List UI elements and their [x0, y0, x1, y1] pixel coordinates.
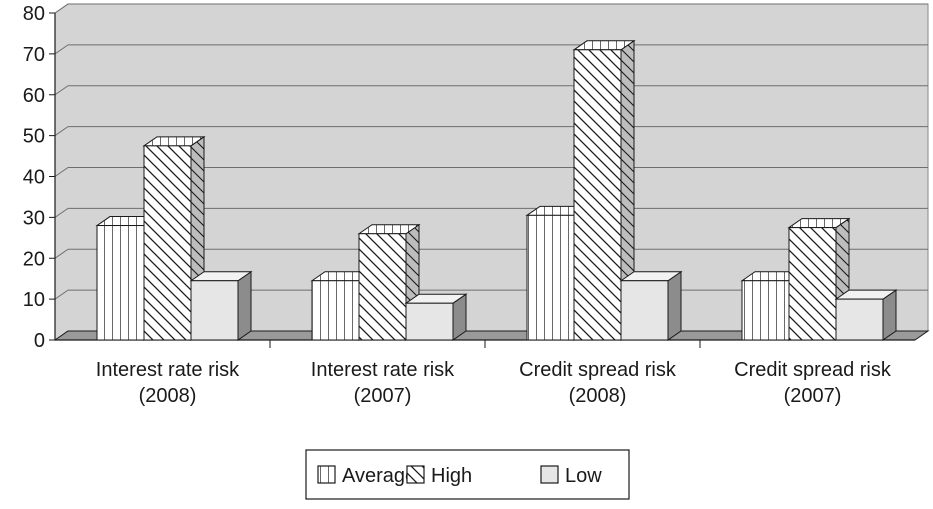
x-category-label: Credit spread risk	[734, 359, 892, 381]
legend-swatch	[540, 465, 559, 484]
legend-item: Low	[540, 465, 602, 487]
bar-side	[667, 270, 682, 341]
gridline-diag	[54, 207, 69, 218]
bar	[357, 223, 421, 341]
x-category-label: Credit spread risk	[519, 359, 677, 381]
bar-front	[358, 233, 407, 341]
legend-label: Average	[342, 465, 416, 487]
y-tick-label: 10	[23, 289, 45, 311]
y-tick-label: 80	[23, 3, 45, 25]
bar	[834, 289, 898, 341]
bar-front	[741, 280, 790, 341]
x-category-label: (2007)	[354, 385, 412, 407]
y-tick-label: 60	[23, 85, 45, 107]
x-category-label: Interest rate risk	[96, 359, 240, 381]
gridline-diag	[54, 248, 69, 259]
y-tick-label: 20	[23, 248, 45, 270]
legend: Average High Low	[305, 449, 630, 500]
bars	[95, 39, 898, 341]
gridline-diag	[54, 126, 69, 137]
bar-side	[237, 270, 252, 341]
bar	[619, 270, 683, 341]
y-tick-label: 70	[23, 44, 45, 66]
gridline-diag	[54, 289, 69, 300]
legend-box	[305, 449, 630, 500]
gridline-diag	[54, 167, 69, 177]
y-tick-label: 40	[23, 167, 45, 189]
gridline-diag	[54, 3, 69, 14]
x-axis: Interest rate risk (2008) Interest rate ri…	[96, 340, 892, 407]
gridline-diag	[54, 44, 69, 55]
bar	[404, 293, 468, 341]
bar-front	[620, 280, 669, 341]
bar-front	[143, 145, 192, 341]
x-category-label: (2008)	[139, 385, 197, 407]
legend-item: Average	[317, 465, 416, 487]
x-category-label: Interest rate risk	[311, 359, 455, 381]
legend-label: High	[431, 465, 472, 487]
bar-front	[835, 298, 884, 341]
x-category-label: (2008)	[569, 385, 627, 407]
bar-front	[190, 280, 239, 341]
bar-front	[788, 227, 837, 341]
bar-front	[405, 302, 454, 341]
legend-swatch	[317, 465, 336, 484]
x-category-label: (2007)	[784, 385, 842, 407]
legend-item: High	[406, 465, 472, 487]
y-tick-label: 30	[23, 207, 45, 229]
bar-front	[573, 49, 622, 341]
legend-label: Low	[565, 465, 602, 487]
y-tick-label: 50	[23, 126, 45, 148]
bar	[189, 270, 253, 341]
y-tick-label: 0	[34, 330, 45, 352]
legend-swatch	[406, 465, 425, 484]
bar	[572, 39, 636, 341]
bar-front	[96, 225, 145, 341]
gridline-diag	[54, 85, 69, 96]
bar-front	[311, 280, 360, 341]
bar	[310, 270, 374, 341]
bar-front	[526, 214, 575, 341]
